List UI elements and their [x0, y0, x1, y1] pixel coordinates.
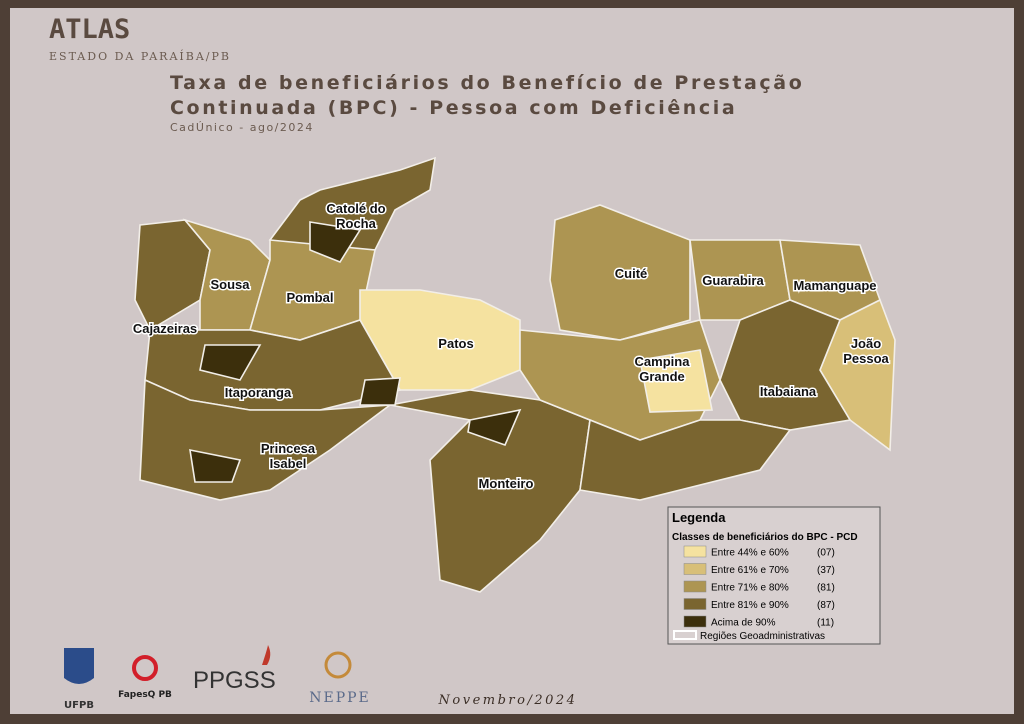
legend-count: (07): [817, 548, 835, 559]
logo-text: PPGSS: [193, 667, 276, 694]
legend-count: (87): [817, 600, 835, 611]
legend-count: (37): [817, 565, 835, 576]
region-label: Itaporanga: [225, 385, 292, 400]
logos: UFPB FapesQ PB PPGSS NEPPE: [64, 645, 371, 711]
region-label: Cajazeiras: [133, 321, 197, 336]
legend-label: Entre 61% e 70%: [711, 565, 789, 576]
legend-subtitle: Classes de beneficiários do BPC - PCD: [672, 532, 858, 543]
logo-flame: [262, 645, 271, 665]
region-label: Monteiro: [479, 476, 534, 491]
legend-title: Legenda: [672, 510, 726, 525]
legend-swatch: [683, 615, 707, 628]
footer-date: Novembro/2024: [438, 693, 578, 708]
logo-mark: [132, 655, 158, 681]
logo-mark: [324, 651, 352, 679]
legend: Entre 44% e 60% (07) Entre 61% e 70% (37) En…: [683, 545, 835, 629]
region: [309, 221, 362, 263]
logo-text: UFPB: [64, 700, 94, 711]
brand: ATLAS: [49, 14, 130, 45]
region-label: Itabaiana: [760, 384, 817, 399]
legend-label: Acima de 90%: [711, 618, 776, 629]
region: [639, 349, 713, 413]
legend-label: Entre 81% e 90%: [711, 600, 789, 611]
legend-label: Entre 71% e 80%: [711, 583, 789, 594]
region-label: João: [851, 336, 881, 351]
map: [134, 156, 896, 593]
boundary-swatch: [673, 630, 697, 640]
region: [467, 408, 522, 447]
region: [359, 377, 401, 406]
region-label: Grande: [639, 369, 685, 384]
region-label: Mamanguape: [793, 278, 876, 293]
region-label: Guarabira: [702, 273, 764, 288]
region-label: Isabel: [270, 456, 307, 471]
region: [389, 389, 591, 593]
region-label: Rocha: [336, 216, 377, 231]
region: [579, 418, 792, 501]
legend-swatch: [683, 563, 707, 575]
region: [199, 344, 262, 381]
legend-boundary: Regiões Geoadministrativas: [700, 631, 825, 642]
legend-swatch: [683, 598, 707, 610]
region: [189, 448, 242, 483]
legend-count: (81): [817, 583, 835, 594]
region-label: Sousa: [210, 277, 250, 292]
title-line: Continuada (BPC) - Pessoa com Deficiênci…: [170, 97, 737, 119]
title-line: Taxa de beneficiários do Benefício de Pr…: [170, 72, 804, 94]
state: ESTADO DA PARAÍBA/PB: [49, 49, 231, 63]
region-label: Catolé do: [326, 201, 385, 216]
region-label: Princesa: [261, 441, 316, 456]
legend-swatch: [683, 580, 707, 593]
legend-swatch: [683, 545, 707, 558]
region-label: Campina: [635, 354, 691, 369]
source: CadÚnico - ago/2024: [170, 121, 314, 134]
region-label: Pombal: [287, 290, 334, 305]
logo-shield: [64, 648, 94, 684]
legend-count: (11): [817, 618, 834, 629]
region: [549, 204, 691, 341]
region-label: Patos: [438, 336, 473, 351]
logo-text: FapesQ PB: [118, 690, 172, 700]
legend-label: Entre 44% e 60%: [711, 548, 789, 559]
logo-text: NEPPE: [309, 690, 371, 706]
region-label: Cuité: [615, 266, 648, 281]
region-label: Pessoa: [843, 351, 889, 366]
